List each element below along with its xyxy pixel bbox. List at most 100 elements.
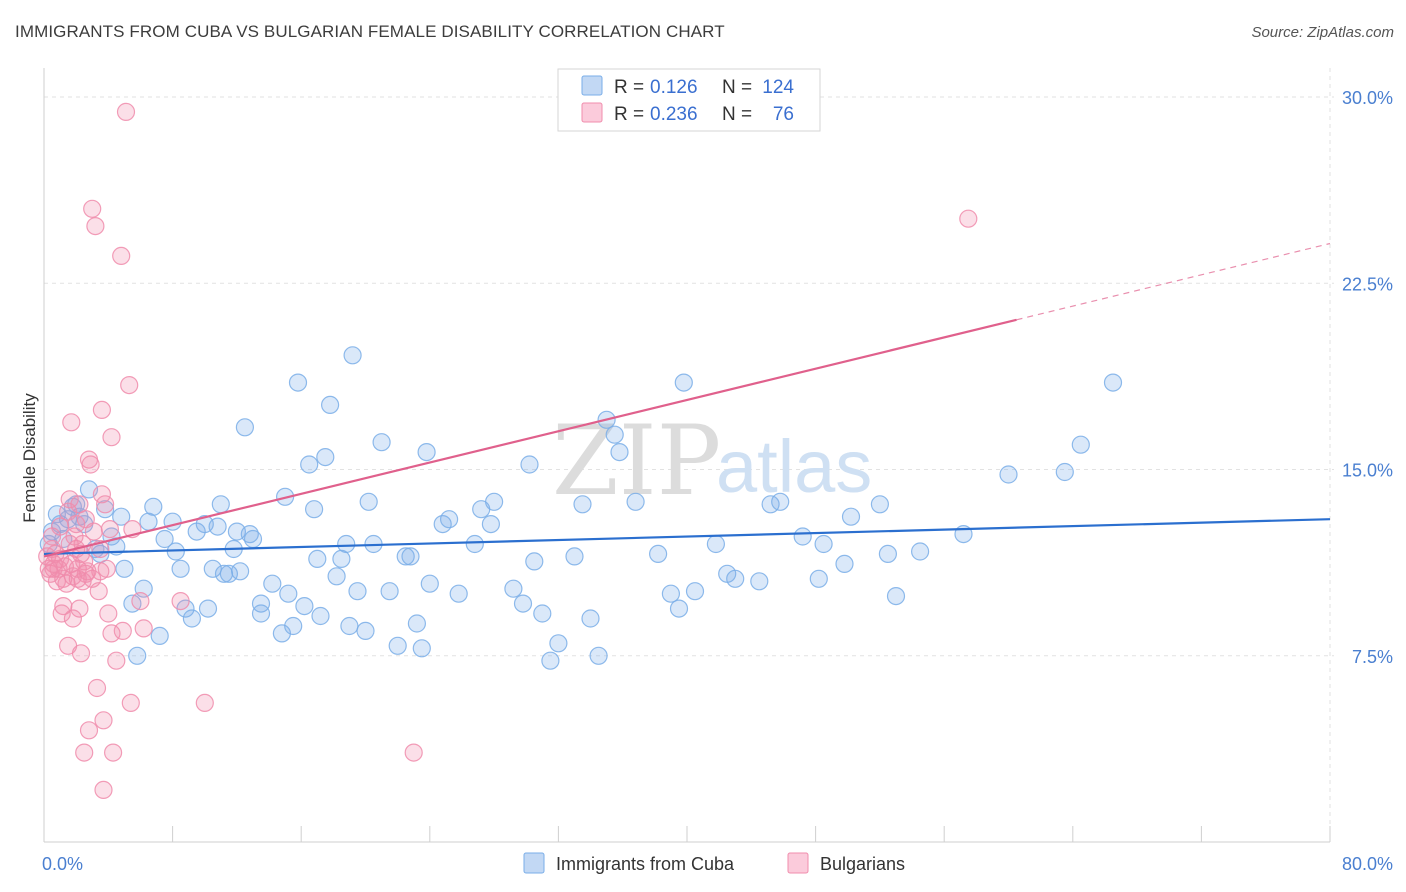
data-point-0-16 bbox=[115, 559, 134, 578]
data-point-0-23 bbox=[155, 529, 174, 549]
trend-line-1-extension bbox=[1016, 242, 1331, 321]
data-point-0-117 bbox=[910, 542, 930, 561]
legend-swatch-cuba bbox=[523, 852, 545, 874]
data-point-1-47 bbox=[87, 678, 107, 698]
data-point-0-48 bbox=[279, 584, 298, 603]
stats-n-label-bulgarians: N = bbox=[722, 104, 752, 125]
data-point-0-89 bbox=[549, 634, 568, 653]
data-point-0-46 bbox=[272, 624, 291, 643]
data-point-1-66 bbox=[120, 376, 139, 395]
data-point-0-120 bbox=[1055, 462, 1074, 482]
data-point-0-41 bbox=[240, 524, 259, 544]
data-point-0-44 bbox=[251, 604, 271, 623]
data-point-0-54 bbox=[308, 549, 327, 569]
data-point-0-100 bbox=[669, 599, 689, 618]
data-point-0-51 bbox=[295, 596, 314, 616]
data-point-0-21 bbox=[144, 497, 163, 516]
data-point-0-111 bbox=[814, 534, 833, 554]
y-tick-label-2: 22.5% bbox=[1342, 274, 1393, 294]
data-point-1-53 bbox=[94, 780, 113, 800]
data-point-0-56 bbox=[316, 448, 335, 467]
stats-n-value-cuba: 124 bbox=[762, 77, 794, 98]
data-point-0-81 bbox=[481, 514, 500, 534]
data-point-0-115 bbox=[878, 544, 898, 564]
data-point-1-63 bbox=[112, 246, 131, 265]
data-point-0-55 bbox=[311, 606, 330, 626]
data-point-0-92 bbox=[581, 609, 600, 628]
trend-line-1 bbox=[43, 318, 1017, 558]
data-point-1-62 bbox=[107, 651, 126, 670]
data-point-1-73 bbox=[404, 743, 423, 762]
data-point-1-64 bbox=[113, 621, 132, 641]
data-point-0-57 bbox=[321, 395, 340, 414]
data-point-0-119 bbox=[999, 465, 1018, 484]
data-point-0-40 bbox=[235, 418, 254, 437]
data-point-1-61 bbox=[103, 743, 123, 762]
data-point-0-36 bbox=[219, 564, 238, 583]
data-point-1-72 bbox=[195, 693, 214, 713]
data-point-1-36 bbox=[75, 743, 94, 762]
data-point-0-112 bbox=[835, 554, 854, 574]
data-point-0-58 bbox=[327, 567, 346, 586]
data-point-0-60 bbox=[337, 534, 356, 554]
data-point-1-67 bbox=[121, 693, 140, 713]
data-point-1-70 bbox=[134, 619, 153, 638]
data-point-0-113 bbox=[841, 507, 861, 526]
data-point-0-102 bbox=[685, 582, 705, 601]
watermark-atlas: atlas bbox=[716, 425, 872, 508]
data-point-1-41 bbox=[79, 721, 99, 740]
data-point-0-93 bbox=[589, 646, 608, 665]
data-point-0-95 bbox=[605, 425, 624, 444]
data-point-0-68 bbox=[380, 582, 399, 601]
chart-title: IMMIGRANTS FROM CUBA VS BULGARIAN FEMALE… bbox=[15, 22, 725, 41]
data-point-0-110 bbox=[809, 569, 828, 588]
data-point-0-69 bbox=[388, 636, 407, 655]
y-tick-label-1: 15.0% bbox=[1342, 461, 1393, 481]
data-point-1-26 bbox=[67, 514, 86, 534]
trend-lines bbox=[43, 242, 1331, 558]
data-point-0-73 bbox=[412, 639, 431, 658]
data-point-0-79 bbox=[465, 534, 484, 554]
y-tick-label-0: 7.5% bbox=[1352, 647, 1393, 667]
data-point-0-98 bbox=[648, 544, 668, 564]
tick-labels: 7.5% 15.0% 22.5% 30.0% 0.0% 80.0% bbox=[42, 88, 1393, 874]
data-point-0-49 bbox=[284, 616, 303, 636]
data-point-1-75 bbox=[44, 559, 63, 578]
x-tick-label-0: 0.0% bbox=[42, 854, 83, 874]
data-point-0-90 bbox=[565, 547, 584, 566]
data-point-1-60 bbox=[102, 624, 121, 643]
data-point-0-114 bbox=[870, 495, 890, 514]
data-point-0-75 bbox=[420, 574, 439, 593]
data-point-0-65 bbox=[359, 492, 378, 511]
data-point-0-82 bbox=[485, 492, 504, 511]
data-point-1-59 bbox=[102, 428, 121, 447]
data-point-0-34 bbox=[211, 495, 230, 514]
trend-line-0 bbox=[43, 518, 1331, 556]
stats-r-value-cuba: 0.126 bbox=[650, 77, 698, 98]
data-point-0-105 bbox=[726, 569, 745, 588]
series-0-points bbox=[39, 346, 1123, 670]
data-point-1-58 bbox=[100, 519, 120, 539]
data-point-1-30 bbox=[70, 599, 89, 618]
data-point-1-55 bbox=[95, 495, 115, 514]
source-label: Source: ZipAtlas.com bbox=[1251, 24, 1394, 41]
data-point-1-32 bbox=[71, 644, 91, 663]
data-point-0-83 bbox=[504, 579, 523, 598]
data-point-1-51 bbox=[92, 400, 112, 419]
watermark: ZIP atlas bbox=[552, 405, 872, 517]
data-point-0-71 bbox=[401, 547, 420, 566]
data-point-0-109 bbox=[793, 527, 812, 546]
data-point-0-62 bbox=[343, 346, 362, 365]
data-point-1-54 bbox=[94, 711, 113, 730]
data-point-0-63 bbox=[348, 582, 367, 601]
data-point-1-71 bbox=[171, 591, 190, 611]
stats-r-label-bulgarians: R = bbox=[614, 104, 644, 125]
data-point-0-97 bbox=[626, 492, 645, 511]
data-point-0-72 bbox=[407, 614, 426, 633]
stats-n-value-bulgarians: 76 bbox=[773, 104, 794, 125]
grid-lines bbox=[44, 68, 1334, 842]
stats-swatch-cuba bbox=[581, 75, 603, 96]
data-point-1-48 bbox=[89, 582, 108, 601]
data-point-0-86 bbox=[525, 552, 544, 571]
